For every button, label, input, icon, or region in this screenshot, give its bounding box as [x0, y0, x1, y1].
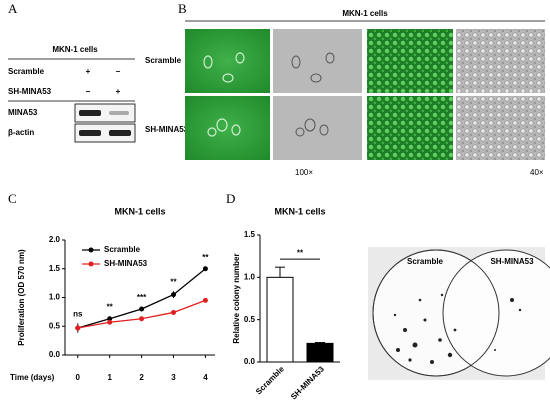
row-label: SH-MINA53 — [8, 87, 52, 96]
row-label: Scramble — [8, 67, 45, 76]
sign: + — [116, 87, 121, 96]
dish — [442, 249, 550, 377]
annotation: ** — [202, 253, 209, 262]
y-tick-label: 0.5 — [244, 315, 256, 324]
micrograph — [273, 96, 362, 160]
annotation: ** — [107, 303, 114, 312]
y-tick-label: 2.0 — [49, 235, 61, 244]
micrograph — [367, 96, 453, 160]
y-tick-label: 1.0 — [244, 272, 256, 281]
y-tick-label: 1.5 — [244, 230, 256, 239]
point — [139, 316, 145, 322]
y-tick-label: 0.0 — [49, 350, 61, 359]
panel-title: MKN-1 cells — [52, 45, 98, 54]
chart-title: MKN-1 cells — [114, 206, 165, 216]
sign: − — [116, 67, 121, 76]
x-tick-label: 4 — [203, 373, 208, 382]
series-line — [77, 299, 206, 329]
colonies — [393, 293, 522, 364]
y-tick-label: 1.5 — [49, 264, 61, 273]
panel-label: C — [8, 191, 17, 206]
annotation: *** — [137, 293, 147, 302]
band — [79, 130, 101, 136]
point — [139, 306, 145, 312]
point — [171, 292, 177, 298]
micrographs — [185, 29, 545, 160]
band — [79, 110, 101, 116]
point — [171, 309, 177, 315]
y-tick-label: 1.0 — [49, 293, 61, 302]
point — [107, 316, 113, 322]
legend-label: SH-MINA53 — [104, 259, 148, 268]
panel-title: MKN-1 cells — [342, 9, 388, 18]
x-tick-label: SH-MINA53 — [289, 364, 326, 401]
band — [109, 111, 129, 115]
y-tick-label: 0.0 — [244, 357, 256, 366]
sign: − — [86, 87, 91, 96]
x-tick-label: 3 — [171, 373, 176, 382]
y-tick-label: 0.5 — [49, 321, 61, 330]
row-label: SH-MINA53 — [145, 125, 189, 134]
legend-label: Scramble — [104, 245, 141, 254]
blot-label: MINA53 — [8, 108, 38, 117]
magnification: 100× — [295, 168, 313, 177]
row-label: Scramble — [145, 56, 182, 65]
band — [109, 130, 131, 136]
sign: + — [86, 67, 91, 76]
point — [202, 266, 208, 272]
point — [202, 297, 208, 303]
annotation: ** — [170, 277, 177, 286]
micrograph — [185, 29, 270, 93]
y-label: Relative colony number — [232, 253, 241, 343]
legend-marker — [88, 261, 94, 267]
micrograph — [456, 29, 545, 93]
x-tick-label: 1 — [107, 373, 112, 382]
micrograph — [185, 96, 270, 160]
point — [75, 325, 81, 331]
image-label: Scramble — [407, 257, 444, 266]
panel-label: B — [178, 1, 187, 16]
micrograph — [456, 96, 545, 160]
image-label: SH-MINA53 — [490, 257, 534, 266]
x-tick-label: 2 — [139, 373, 144, 382]
panel-label: A — [8, 1, 18, 16]
blot-label: β-actin — [8, 128, 34, 137]
point — [107, 319, 113, 325]
bar — [306, 342, 334, 363]
x-label: Time (days) — [10, 373, 55, 382]
micrograph — [367, 29, 453, 93]
bar — [266, 276, 294, 363]
magnification: 40× — [530, 168, 544, 177]
y-label: Proliferation (OD 570 nm) — [17, 249, 26, 346]
dish-edge — [372, 249, 500, 377]
legend-marker — [88, 247, 94, 253]
blot — [74, 123, 136, 143]
blot — [74, 103, 136, 123]
panel-label: D — [226, 191, 235, 206]
annotation: ** — [297, 248, 304, 257]
x-tick-label: Scramble — [254, 364, 286, 396]
x-tick-label: 0 — [76, 373, 81, 382]
chart-title: MKN-1 cells — [274, 206, 325, 216]
micrograph — [273, 29, 362, 93]
annotation: ns — [73, 309, 83, 318]
